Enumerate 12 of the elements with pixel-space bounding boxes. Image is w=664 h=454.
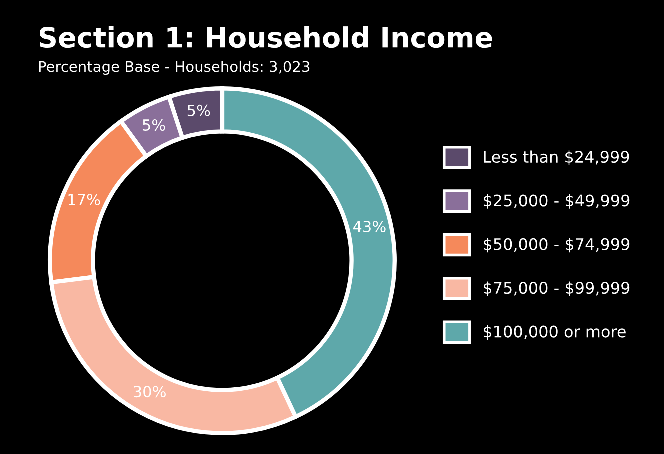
data-label: 30% (134, 386, 166, 398)
data-label: 5% (188, 104, 210, 116)
legend-label: $75,000 - $99,999 (484, 282, 630, 296)
data-label: 5% (143, 119, 166, 132)
data-label: 43% (353, 220, 386, 233)
legend-label: $100,000 or more (484, 325, 626, 340)
chart-subtitle: Percentage Base - Households: 3,023 (39, 60, 310, 76)
data-label: 17% (68, 194, 100, 206)
legend-label: $50,000 - $74,999 (484, 238, 630, 253)
chart-title: Section 1: Household Income (40, 26, 492, 48)
legend-label: $25,000 - $49,999 (484, 194, 630, 209)
legend-label: Less than $24,999 (484, 150, 630, 166)
